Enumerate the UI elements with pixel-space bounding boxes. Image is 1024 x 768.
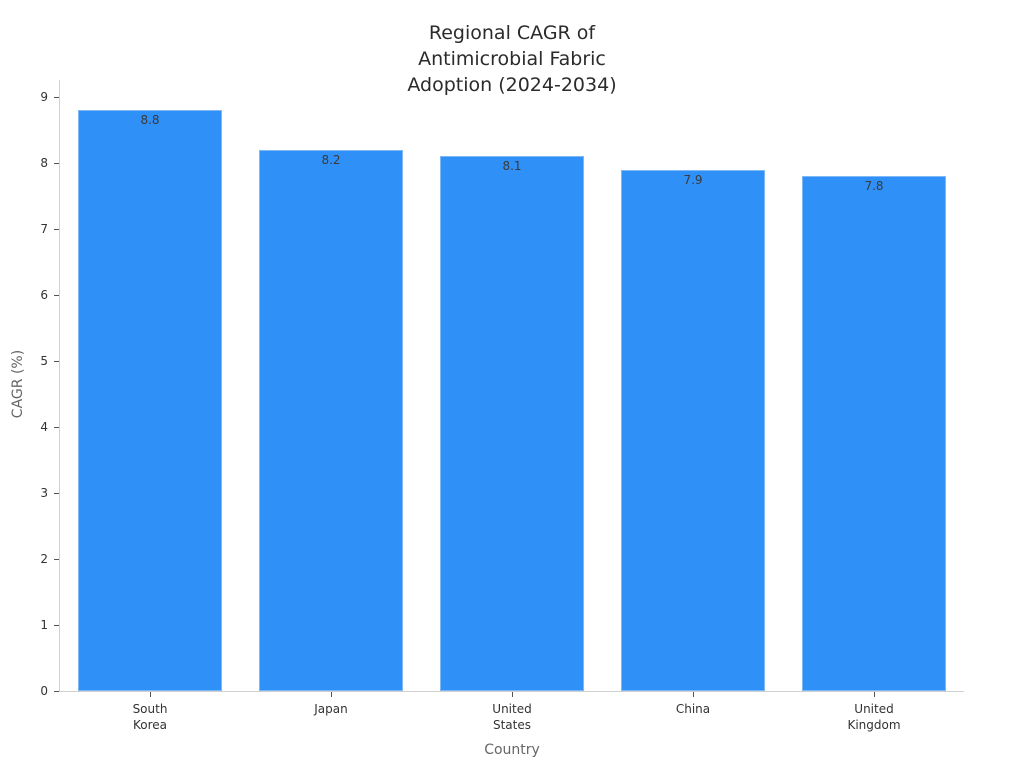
y-tick-mark [54, 229, 59, 230]
bar-united-states [440, 156, 584, 691]
bar-china [621, 169, 765, 691]
x-tick-mark [874, 692, 875, 697]
y-tick-label: 2 [40, 552, 48, 566]
y-axis-title: CAGR (%) [10, 349, 26, 419]
x-tick-label: United States [492, 702, 532, 732]
y-tick-mark [54, 559, 59, 560]
y-tick-label: 6 [40, 288, 48, 302]
bar-south-korea [78, 110, 222, 691]
x-tick-mark [512, 692, 513, 697]
bar-value-label: 8.1 [502, 159, 522, 174]
x-axis-title: Country [484, 742, 540, 758]
bar-united-kingdom [802, 176, 946, 691]
y-tick-mark [54, 163, 59, 164]
x-tick-mark [150, 692, 151, 697]
y-tick-label: 3 [40, 486, 48, 500]
y-axis-line [59, 80, 60, 692]
x-axis-line [59, 691, 964, 692]
x-tick-label: United Kingdom [847, 702, 901, 732]
y-tick-mark [54, 295, 59, 296]
x-tick-mark [693, 692, 694, 697]
y-tick-mark [54, 493, 59, 494]
y-tick-label: 0 [40, 684, 48, 698]
y-tick-mark [54, 625, 59, 626]
y-tick-label: 5 [40, 354, 48, 368]
x-tick-label: South Korea [132, 702, 168, 732]
y-tick-label: 1 [40, 618, 48, 632]
y-tick-mark [54, 97, 59, 98]
x-tick-label: China [675, 702, 711, 716]
y-tick-mark [54, 427, 59, 428]
chart-title: Regional CAGR of Antimicrobial Fabric Ad… [407, 22, 617, 96]
y-tick-label: 4 [40, 420, 48, 434]
y-tick-mark [54, 361, 59, 362]
y-tick-label: 9 [40, 90, 48, 104]
bar-japan [259, 149, 403, 691]
x-tick-label: Japan [314, 702, 348, 716]
bar-value-label: 8.8 [140, 113, 160, 128]
bar-value-label: 8.2 [321, 152, 341, 167]
bar-value-label: 7.9 [683, 172, 703, 187]
y-tick-mark [54, 691, 59, 692]
y-tick-label: 8 [40, 156, 48, 170]
x-tick-mark [331, 692, 332, 697]
y-tick-label: 7 [40, 222, 48, 236]
bar-value-label: 7.8 [864, 179, 884, 194]
